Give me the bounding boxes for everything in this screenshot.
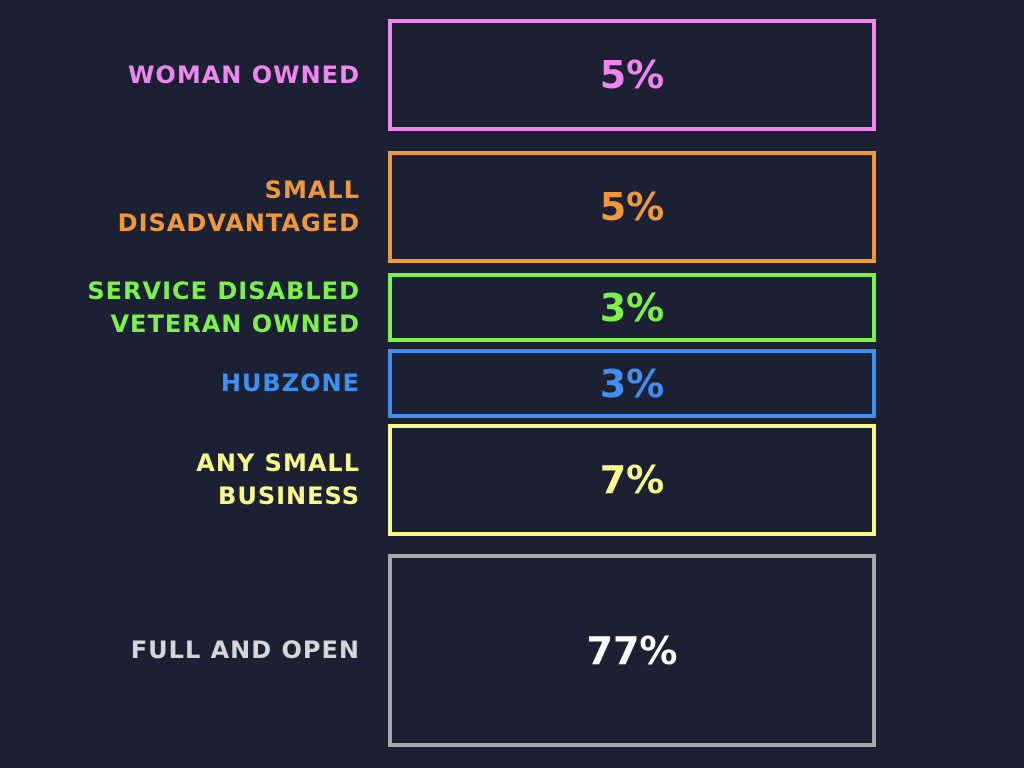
category-label-line: FULL AND OPEN xyxy=(130,636,360,664)
category-label: FULL AND OPEN xyxy=(20,554,360,747)
category-label-line: VETERAN OWNED xyxy=(110,309,360,338)
category-label: WOMAN OWNED xyxy=(20,19,360,131)
category-label-line: BUSINESS xyxy=(218,482,360,510)
value-box: 7% xyxy=(388,424,876,536)
value-label: 5% xyxy=(599,185,665,229)
value-box: 77% xyxy=(388,554,876,747)
category-label-line: SMALL xyxy=(264,176,360,204)
category-label: HUBZONE xyxy=(20,349,360,418)
category-label-line: WOMAN OWNED xyxy=(127,60,360,89)
value-label: 7% xyxy=(599,458,665,502)
value-box: 5% xyxy=(388,151,876,263)
value-label: 77% xyxy=(586,628,678,673)
value-box: 3% xyxy=(388,349,876,418)
category-label-line: ANY SMALL xyxy=(196,449,360,477)
value-label: 3% xyxy=(599,285,665,330)
category-label: SMALL DISADVANTAGED xyxy=(20,151,360,263)
value-box: 5% xyxy=(388,19,876,131)
category-label: SERVICE DISABLED VETERAN OWNED xyxy=(20,273,360,342)
value-box: 3% xyxy=(388,273,876,342)
category-label-line: DISADVANTAGED xyxy=(117,209,360,237)
value-label: 3% xyxy=(599,361,665,406)
value-label: 5% xyxy=(599,53,665,97)
category-label-line: HUBZONE xyxy=(220,369,360,397)
category-label: ANY SMALL BUSINESS xyxy=(20,424,360,536)
category-label-line: SERVICE DISABLED xyxy=(87,276,360,305)
